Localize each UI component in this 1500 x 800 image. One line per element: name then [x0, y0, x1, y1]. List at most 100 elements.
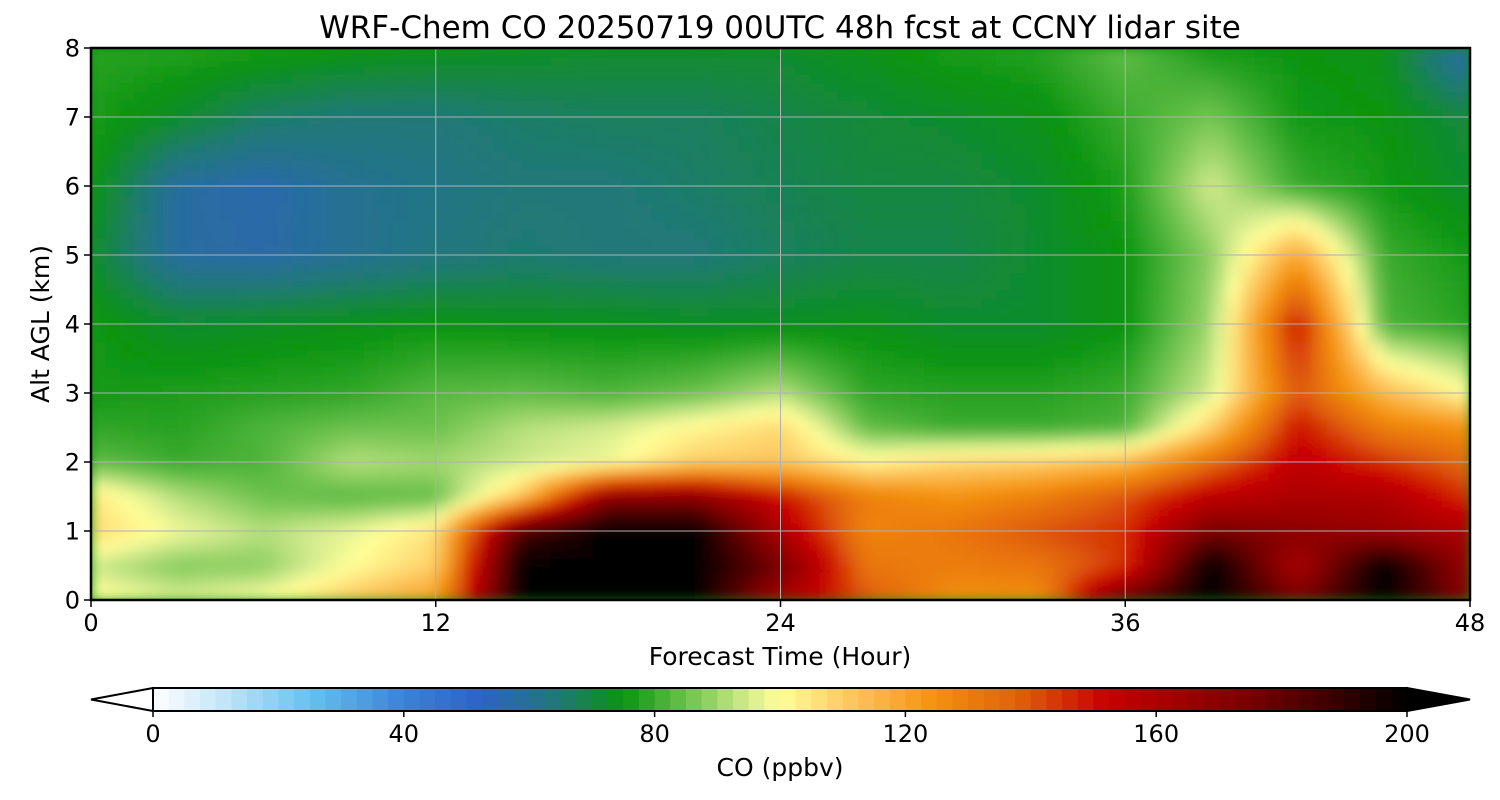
- heatmap-cell: [464, 263, 480, 274]
- heatmap-cell: [205, 393, 222, 403]
- heatmap-cell: [464, 160, 480, 170]
- heatmap-cell: [1225, 220, 1241, 230]
- heatmap-cell: [751, 194, 767, 205]
- heatmap-cell: [995, 272, 1012, 282]
- heatmap-cell: [191, 177, 207, 187]
- heatmap-cell: [105, 289, 121, 299]
- heatmap-cell: [938, 324, 954, 334]
- heatmap-cell: [435, 444, 451, 455]
- heatmap-cell: [608, 453, 624, 463]
- heatmap-cell: [1311, 496, 1328, 506]
- heatmap-cell: [780, 324, 796, 334]
- heatmap-cell: [91, 470, 107, 481]
- heatmap-cell: [651, 453, 667, 463]
- heatmap-cell: [1268, 410, 1285, 420]
- heatmap-cell: [967, 539, 983, 550]
- heatmap-cell: [593, 229, 609, 239]
- heatmap-cell: [1153, 531, 1170, 541]
- heatmap-cell: [665, 591, 681, 600]
- heatmap-cell: [723, 151, 739, 161]
- heatmap-cell: [866, 470, 882, 481]
- heatmap-cell: [205, 453, 222, 463]
- heatmap-cell: [1010, 427, 1026, 437]
- heatmap-cell: [205, 487, 222, 498]
- heatmap-cell: [1283, 237, 1299, 248]
- heatmap-cell: [1024, 298, 1040, 308]
- heatmap-cell: [306, 324, 322, 334]
- heatmap-cell: [565, 203, 581, 213]
- heatmap-cell: [837, 375, 854, 386]
- heatmap-cell: [349, 375, 365, 386]
- heatmap-cell: [1168, 160, 1184, 170]
- heatmap-cell: [1441, 539, 1457, 550]
- heatmap-cell: [1254, 384, 1270, 394]
- heatmap-cell: [723, 229, 739, 239]
- heatmap-cell: [636, 479, 653, 489]
- heatmap-cell: [1024, 315, 1040, 325]
- heatmap-cell: [651, 349, 667, 360]
- heatmap-cell: [435, 177, 451, 187]
- heatmap-cell: [924, 393, 940, 403]
- heatmap-cell: [1340, 298, 1356, 308]
- heatmap-cell: [1441, 177, 1457, 187]
- heatmap-cell: [464, 565, 480, 575]
- heatmap-cell: [967, 531, 983, 541]
- heatmap-cell: [1182, 194, 1198, 205]
- heatmap-cell: [1082, 470, 1098, 481]
- heatmap-cell: [464, 367, 480, 377]
- heatmap-cell: [1024, 168, 1040, 179]
- heatmap-cell: [608, 324, 624, 334]
- heatmap-cell: [1197, 168, 1213, 179]
- heatmap-cell: [766, 367, 782, 377]
- heatmap-cell: [579, 539, 595, 550]
- heatmap-cell: [119, 384, 135, 394]
- heatmap-cell: [1254, 556, 1270, 567]
- heatmap-cell: [134, 211, 150, 222]
- heatmap-cell: [565, 574, 581, 584]
- heatmap-cell: [1010, 332, 1026, 343]
- heatmap-cell: [249, 556, 265, 567]
- heatmap-cell: [1225, 177, 1241, 187]
- heatmap-cell: [1355, 418, 1371, 429]
- heatmap-cell: [1182, 453, 1198, 463]
- heatmap-cell: [938, 280, 954, 291]
- heatmap-cell: [349, 462, 365, 472]
- heatmap-cell: [1053, 168, 1069, 179]
- heatmap-cell: [1139, 272, 1155, 282]
- heatmap-cell: [507, 255, 523, 265]
- heatmap-cell: [866, 280, 882, 291]
- heatmap-cell: [909, 393, 925, 403]
- heatmap-cell: [119, 255, 135, 265]
- heatmap-cell: [1412, 375, 1428, 386]
- heatmap-cell: [1297, 556, 1313, 567]
- heatmap-cell: [220, 505, 236, 515]
- heatmap-cell: [148, 255, 164, 265]
- heatmap-cell: [1426, 349, 1443, 360]
- heatmap-cell: [1153, 211, 1170, 222]
- heatmap-cell: [593, 556, 609, 567]
- heatmap-cell: [1426, 410, 1443, 420]
- heatmap-cell: [378, 591, 394, 600]
- heatmap-cell: [478, 151, 494, 161]
- heatmap-cell: [952, 237, 969, 248]
- heatmap-cell: [378, 574, 394, 584]
- heatmap-cell: [866, 505, 882, 515]
- heatmap-cell: [1139, 194, 1155, 205]
- heatmap-cell: [651, 539, 667, 550]
- heatmap-cell: [794, 211, 811, 222]
- heatmap-cell: [823, 211, 839, 222]
- heatmap-cell: [579, 479, 595, 489]
- heatmap-cell: [1024, 237, 1040, 248]
- heatmap-cell: [981, 211, 997, 222]
- heatmap-cell: [1240, 453, 1256, 463]
- heatmap-cell: [263, 177, 279, 187]
- heatmap-cell: [694, 168, 710, 179]
- heatmap-cell: [363, 375, 380, 386]
- heatmap-cell: [665, 289, 681, 299]
- heatmap-cell: [1082, 522, 1098, 532]
- heatmap-cell: [723, 410, 739, 420]
- heatmap-cell: [220, 436, 236, 446]
- heatmap-cell: [1355, 401, 1371, 412]
- heatmap-cell: [1340, 194, 1356, 205]
- heatmap-cell: [1096, 574, 1112, 584]
